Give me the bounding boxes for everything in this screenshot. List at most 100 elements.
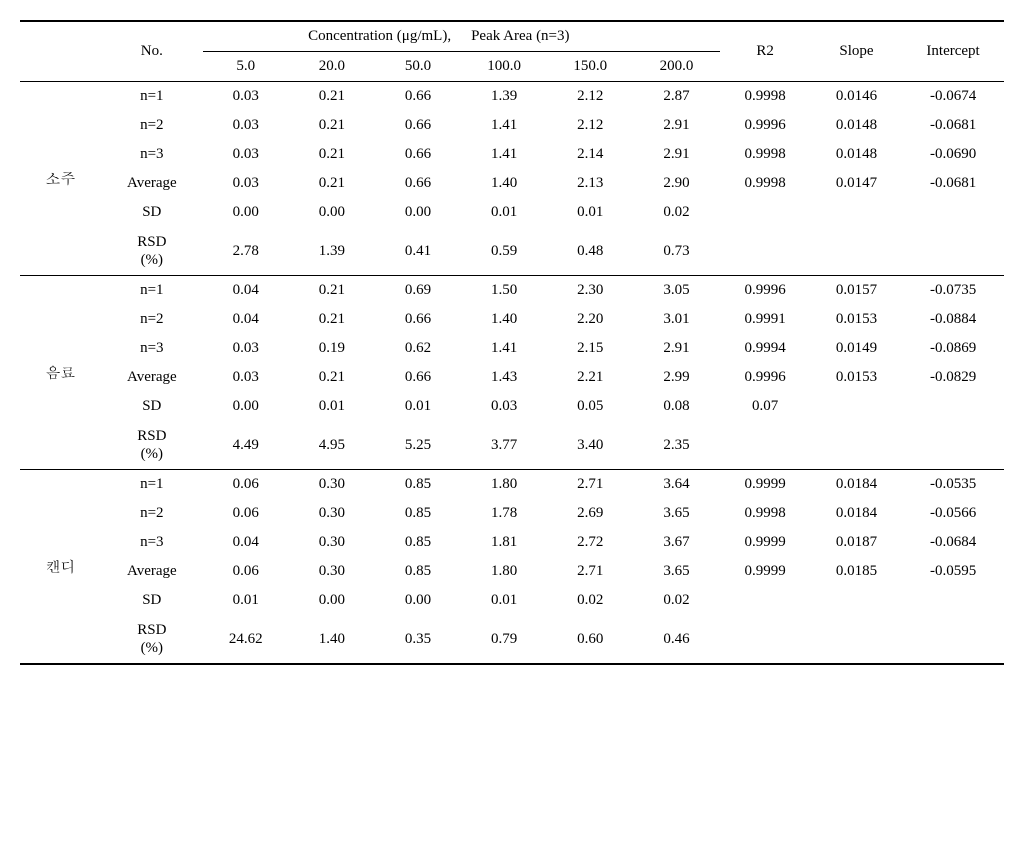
data-cell: 0.48 (547, 227, 633, 276)
data-cell: 0.62 (375, 334, 461, 363)
row-label: n=3 (101, 528, 203, 557)
data-cell: 0.19 (289, 334, 375, 363)
data-cell: 0.30 (289, 499, 375, 528)
row-label: n=2 (101, 499, 203, 528)
data-cell: 2.12 (547, 82, 633, 112)
data-cell: 2.72 (547, 528, 633, 557)
table-row: SD0.000.000.000.010.010.02 (20, 198, 1004, 227)
data-cell: 1.50 (461, 276, 547, 306)
data-cell: 2.35 (633, 421, 719, 470)
data-cell: 0.0184 (811, 470, 902, 500)
table-row: RSD(%)4.494.955.253.773.402.35 (20, 421, 1004, 470)
header-no: No. (101, 21, 203, 82)
table-row: n=20.040.210.661.402.203.010.99910.0153-… (20, 305, 1004, 334)
data-cell: 2.90 (633, 169, 719, 198)
data-cell: 0.66 (375, 169, 461, 198)
header-r2: R2 (720, 21, 811, 82)
row-label: n=2 (101, 111, 203, 140)
data-cell: 0.9998 (720, 499, 811, 528)
data-cell: 0.03 (203, 111, 289, 140)
table-row: n=20.030.210.661.412.122.910.99960.0148-… (20, 111, 1004, 140)
data-cell: -0.0595 (902, 557, 1004, 586)
row-label: SD (101, 586, 203, 615)
data-cell: 0.00 (375, 586, 461, 615)
data-cell: 1.81 (461, 528, 547, 557)
table-row: RSD(%)2.781.390.410.590.480.73 (20, 227, 1004, 276)
header-c6: 200.0 (633, 52, 719, 82)
data-cell (902, 421, 1004, 470)
data-cell: 0.03 (203, 169, 289, 198)
data-cell: 0.30 (289, 557, 375, 586)
data-cell: 0.9996 (720, 276, 811, 306)
data-cell: 0.02 (547, 586, 633, 615)
data-cell: 0.06 (203, 499, 289, 528)
header-slope: Slope (811, 21, 902, 82)
data-cell (902, 586, 1004, 615)
data-cell: 0.9991 (720, 305, 811, 334)
data-cell: 0.04 (203, 276, 289, 306)
data-cell: 0.9998 (720, 140, 811, 169)
data-cell: 2.21 (547, 363, 633, 392)
data-cell: 3.01 (633, 305, 719, 334)
data-cell: 0.05 (547, 392, 633, 421)
data-cell: 0.66 (375, 305, 461, 334)
table-row: 캔디n=10.060.300.851.802.713.640.99990.018… (20, 470, 1004, 500)
row-label: n=3 (101, 334, 203, 363)
row-label: n=1 (101, 82, 203, 112)
data-cell: 3.40 (547, 421, 633, 470)
data-cell: 0.21 (289, 140, 375, 169)
table-row: SD0.000.010.010.030.050.080.07 (20, 392, 1004, 421)
row-label: RSD(%) (101, 615, 203, 664)
header-c4: 100.0 (461, 52, 547, 82)
data-cell (720, 615, 811, 664)
data-cell (811, 227, 902, 276)
data-cell: 0.0146 (811, 82, 902, 112)
data-cell: 0.21 (289, 276, 375, 306)
data-cell (811, 198, 902, 227)
data-cell: 0.9999 (720, 557, 811, 586)
data-cell: -0.0535 (902, 470, 1004, 500)
data-cell: 0.9999 (720, 470, 811, 500)
data-cell: 2.20 (547, 305, 633, 334)
data-cell: 1.80 (461, 470, 547, 500)
data-cell: 0.69 (375, 276, 461, 306)
data-cell: 0.46 (633, 615, 719, 664)
table-row: Average0.060.300.851.802.713.650.99990.0… (20, 557, 1004, 586)
data-cell: 0.60 (547, 615, 633, 664)
table-row: RSD(%)24.621.400.350.790.600.46 (20, 615, 1004, 664)
data-cell: 0.21 (289, 363, 375, 392)
data-cell: 0.00 (203, 198, 289, 227)
data-cell: 0.01 (547, 198, 633, 227)
header-c1: 5.0 (203, 52, 289, 82)
table-row: Average0.030.210.661.402.132.900.99980.0… (20, 169, 1004, 198)
data-cell: 2.13 (547, 169, 633, 198)
data-cell: 1.41 (461, 334, 547, 363)
data-cell: 0.04 (203, 305, 289, 334)
data-cell: 0.85 (375, 470, 461, 500)
data-cell: 0.21 (289, 169, 375, 198)
data-cell (811, 615, 902, 664)
data-cell: 0.0148 (811, 140, 902, 169)
header-peak-area: Peak Area (n=3) (461, 21, 719, 52)
data-cell: 0.9994 (720, 334, 811, 363)
data-cell: 0.06 (203, 557, 289, 586)
data-cell (902, 198, 1004, 227)
data-cell: 0.06 (203, 470, 289, 500)
data-cell: 2.30 (547, 276, 633, 306)
data-cell: 1.78 (461, 499, 547, 528)
data-cell: 2.99 (633, 363, 719, 392)
data-cell: -0.0674 (902, 82, 1004, 112)
data-cell: 2.91 (633, 334, 719, 363)
table-row: n=30.030.190.621.412.152.910.99940.0149-… (20, 334, 1004, 363)
header-blank (20, 21, 101, 82)
data-cell: 0.00 (203, 392, 289, 421)
data-cell: 0.0184 (811, 499, 902, 528)
data-cell: 0.02 (633, 198, 719, 227)
data-cell: 0.03 (203, 140, 289, 169)
header-c3: 50.0 (375, 52, 461, 82)
table-row: n=30.030.210.661.412.142.910.99980.0148-… (20, 140, 1004, 169)
data-cell: 0.41 (375, 227, 461, 276)
row-label: RSD(%) (101, 421, 203, 470)
data-cell: 1.39 (289, 227, 375, 276)
data-cell: 1.40 (461, 169, 547, 198)
